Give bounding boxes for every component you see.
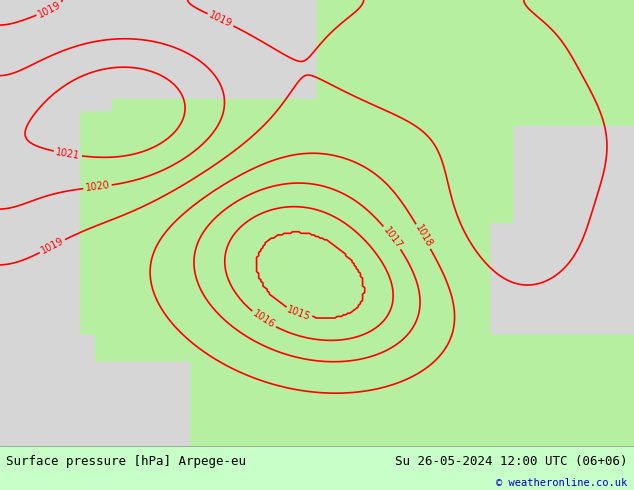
- Text: 1015: 1015: [286, 304, 313, 322]
- Text: 1019: 1019: [39, 236, 65, 256]
- Text: 1018: 1018: [413, 223, 434, 249]
- Text: Surface pressure [hPa] Arpege-eu: Surface pressure [hPa] Arpege-eu: [6, 455, 247, 468]
- Text: 1020: 1020: [85, 180, 110, 194]
- Text: 1017: 1017: [381, 225, 404, 250]
- Text: 1016: 1016: [250, 309, 276, 331]
- Text: Su 26-05-2024 12:00 UTC (06+06): Su 26-05-2024 12:00 UTC (06+06): [395, 455, 628, 468]
- Text: © weatheronline.co.uk: © weatheronline.co.uk: [496, 478, 628, 489]
- Text: 1021: 1021: [55, 147, 81, 161]
- Text: 1019: 1019: [207, 10, 234, 29]
- Text: 1019: 1019: [36, 0, 63, 20]
